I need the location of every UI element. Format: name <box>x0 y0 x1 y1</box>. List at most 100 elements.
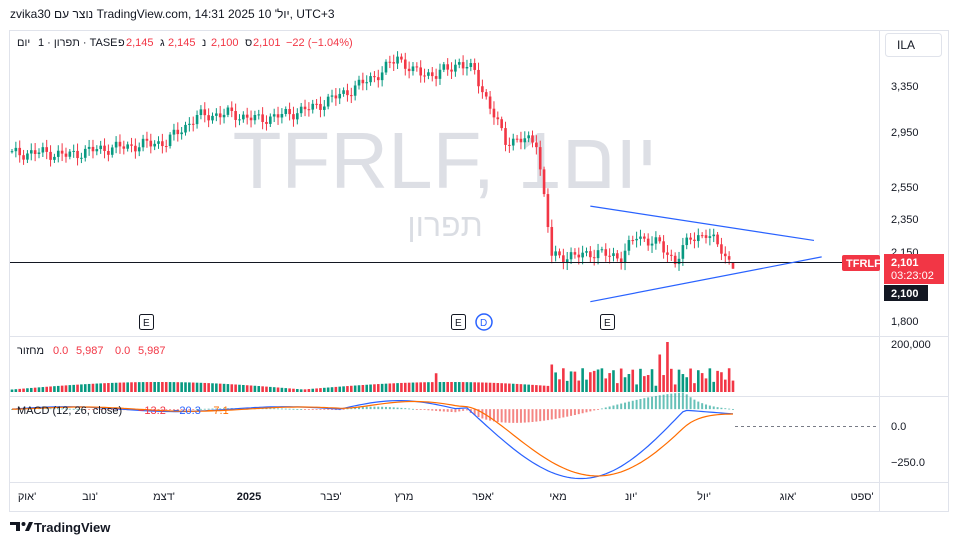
volume-bar <box>18 388 22 392</box>
candle-body <box>496 117 500 120</box>
candle-body <box>226 107 230 115</box>
macd-histogram-bar <box>681 392 684 410</box>
macd-histogram-bar <box>523 409 526 423</box>
volume-bar <box>64 385 68 392</box>
candle-body <box>423 75 426 77</box>
lower-trendline[interactable] <box>590 256 822 303</box>
time-label: מרץ <box>395 491 414 503</box>
macd-histogram-bar <box>172 409 175 410</box>
candle-body <box>299 106 303 114</box>
volume-bar <box>508 383 511 392</box>
candle-body <box>515 138 519 140</box>
tradingview-logo[interactable]: TradingView <box>10 520 111 535</box>
candle-body <box>18 147 22 156</box>
candlestick-series <box>10 51 735 271</box>
candle-body <box>349 95 353 97</box>
legend-close: 2,101 <box>253 37 281 49</box>
volume-bar <box>627 374 631 392</box>
volume-bar <box>238 384 241 392</box>
volume-bar <box>276 387 280 392</box>
macd-histogram-bar <box>643 398 646 410</box>
macd-histogram-bar <box>57 408 60 410</box>
macd-histogram-bar <box>689 397 692 410</box>
volume-bar <box>454 382 457 392</box>
earnings-marker[interactable]: E <box>139 314 154 330</box>
currency-badge[interactable] <box>885 33 942 57</box>
chart-frame <box>9 30 949 512</box>
macd-histogram-bar <box>88 409 91 410</box>
candle-body <box>365 82 369 84</box>
dividend-marker-label: D <box>480 318 487 329</box>
volume-bar <box>496 383 500 392</box>
volume-bar <box>153 382 156 392</box>
macd-histogram-bar <box>562 409 565 418</box>
macd-histogram-bar <box>400 407 403 410</box>
candle-body <box>500 119 503 129</box>
watermark-ticker: TFRLF, 1יום <box>233 116 658 205</box>
macd-histogram-bar <box>207 408 210 410</box>
volume-bar <box>608 373 611 392</box>
candle-body <box>658 237 662 242</box>
macd-histogram-bar <box>508 409 511 423</box>
volume-bar <box>26 388 29 392</box>
volume-bar <box>257 386 261 392</box>
time-label: אפר' <box>472 491 494 503</box>
volume-bar <box>616 383 619 392</box>
candle-body <box>643 236 646 239</box>
price-axis[interactable]: 3,350 2,950 2,550 2,350 2,150 1,800 <box>891 81 919 328</box>
volume-label: מחזור <box>17 345 44 357</box>
volume-bar <box>272 387 276 392</box>
candle-body <box>91 146 95 152</box>
trendline-group[interactable] <box>590 205 822 303</box>
macd-histogram-bar <box>284 408 287 410</box>
macd-histogram-bar <box>473 409 476 416</box>
candle-body <box>731 262 735 269</box>
legend-interval: יום <box>17 37 30 49</box>
macd-histogram-bar <box>211 408 214 410</box>
volume-bar <box>643 376 646 392</box>
macd-histogram-bar <box>377 406 380 410</box>
candle-body <box>357 79 361 86</box>
macd-histogram-bar <box>477 409 480 418</box>
volume-bar <box>666 342 669 392</box>
macd-histogram-bar <box>566 409 569 417</box>
dividend-marker[interactable]: D <box>475 313 493 331</box>
candle-body <box>288 108 291 115</box>
macd-histogram-bar <box>273 408 276 410</box>
macd-histogram-bar <box>732 408 734 410</box>
volume-bar <box>403 382 407 392</box>
price-tick: 2,550 <box>891 182 919 194</box>
candle-body <box>438 69 442 79</box>
candle-body <box>477 69 480 87</box>
candle-body <box>338 93 342 99</box>
macd-histogram-bar <box>658 395 661 410</box>
macd-legend[interactable]: MACD (12, 26, close) −13.2 −20.3 −7.1 <box>17 405 229 417</box>
macd-histogram-bar <box>639 399 642 410</box>
candle-body <box>307 109 311 111</box>
macd-line-value: −20.3 <box>173 405 201 417</box>
macd-histogram-bar <box>269 408 272 410</box>
macd-histogram-bar <box>465 409 468 411</box>
candle-body <box>315 103 318 105</box>
volume-legend[interactable]: מחזור 0.0 5,987 0.0 5,987 <box>17 345 166 357</box>
candle-body <box>465 66 469 69</box>
candle-body <box>723 253 727 257</box>
volume-bar <box>554 372 557 392</box>
time-axis[interactable]: אוק' נוב' דצמ' 2025 פבר' מרץ אפר' מאי יו… <box>18 490 874 503</box>
price-legend[interactable]: יום 1 · תפרון · TASE פ 2,145 ג 2,145 נ 2… <box>17 37 353 49</box>
earnings-marker[interactable]: E <box>600 314 615 330</box>
volume-bar <box>10 389 14 392</box>
volume-bar <box>504 383 507 392</box>
earnings-marker[interactable]: E <box>451 314 466 330</box>
upper-trendline[interactable] <box>590 205 815 242</box>
candle-body <box>538 147 542 170</box>
volume-bar <box>234 384 237 392</box>
volume-bar <box>199 382 203 392</box>
candle-body <box>14 147 18 152</box>
macd-histogram-bar <box>608 406 611 410</box>
candle-body <box>693 239 696 242</box>
volume-bar <box>585 379 588 392</box>
macd-histogram-bar <box>589 409 592 412</box>
candle-body <box>230 107 234 111</box>
